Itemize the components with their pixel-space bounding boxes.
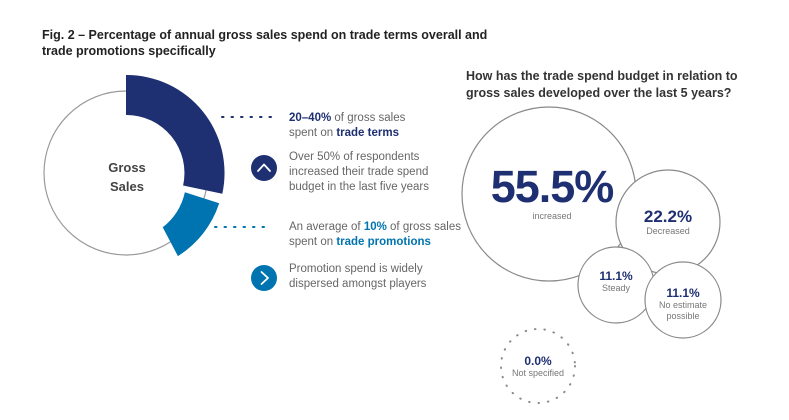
note-line: increased their trade spend xyxy=(289,166,429,178)
bubble-increased-text: 55.5% increased xyxy=(472,163,632,222)
donut-center-label: Gross Sales xyxy=(96,158,158,196)
note-line: Promotion spend is widely xyxy=(289,263,423,275)
chevron-right-icon xyxy=(251,265,277,291)
bubble-value: 22.2% xyxy=(643,207,693,226)
trade-promotions-avg: 10% xyxy=(363,221,387,233)
bubble-label: Steady xyxy=(601,283,631,293)
bubble-value: 55.5% xyxy=(490,161,615,212)
note-trade-promotions: An average of 10% of gross sales spent o… xyxy=(289,220,479,250)
note-trade-terms: 20–40% of gross sales spent on trade ter… xyxy=(289,111,469,141)
bubble-value: 11.1% xyxy=(599,269,633,283)
donut-label-line2: Sales xyxy=(110,179,144,194)
note-line: budget in the last five years xyxy=(289,181,429,193)
donut-label-line1: Gross xyxy=(108,160,146,175)
bubble-not-specified-text: 0.0% Not specified xyxy=(503,354,573,379)
trade-terms-range: 20–40% xyxy=(289,112,332,124)
bubble-label: Decreased xyxy=(646,226,690,236)
note-text: spent on xyxy=(289,127,337,139)
bubble-not-specified xyxy=(500,328,576,404)
bubble-label: possible xyxy=(666,311,700,321)
bubble-value: 0.0% xyxy=(524,354,552,368)
chevron-up-icon xyxy=(251,155,277,181)
bubble-no-estimate xyxy=(644,261,722,339)
bubble-label: Not specified xyxy=(511,368,565,378)
note-increase: Over 50% of respondents increased their … xyxy=(289,150,469,195)
figure-title: Fig. 2 – Percentage of annual gross sale… xyxy=(42,28,488,58)
bubble-value: 11.1% xyxy=(666,286,700,300)
bubble-steady-text: 11.1% Steady xyxy=(586,269,646,294)
bubble-label: No estimate xyxy=(658,300,708,310)
note-text: spent on xyxy=(289,236,337,248)
bubble-decreased-text: 22.2% Decreased xyxy=(618,207,718,237)
note-text: of gross sales xyxy=(386,221,461,233)
trade-promotions-arc xyxy=(162,192,220,257)
note-line: dispersed amongst players xyxy=(289,278,427,290)
note-dispersed: Promotion spend is widely dispersed amon… xyxy=(289,262,469,292)
trade-promotions-label: trade promotions xyxy=(336,236,431,248)
bubble-no-estimate-text: 11.1% No estimate possible xyxy=(648,286,718,322)
question-title: How has the trade spend budget in relati… xyxy=(466,69,738,100)
trade-terms-arc xyxy=(126,74,225,194)
note-line: Over 50% of respondents xyxy=(289,151,420,163)
trade-terms-label: trade terms xyxy=(336,127,399,139)
note-text: An average of xyxy=(289,221,364,233)
bubble-label: increased xyxy=(532,211,572,221)
note-text: of gross sales xyxy=(331,112,406,124)
